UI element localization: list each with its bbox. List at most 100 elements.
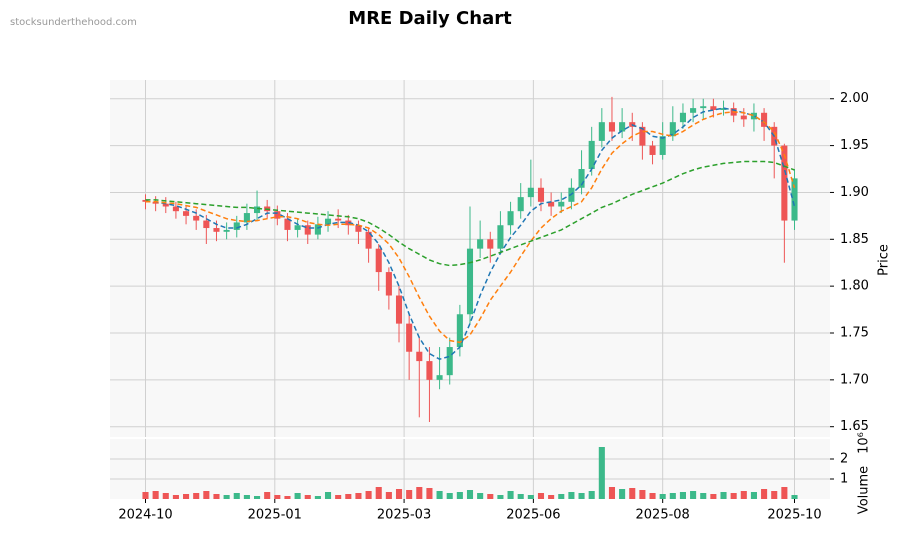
volume-bar — [629, 488, 636, 499]
volume-bar — [740, 491, 747, 499]
volume-bar — [679, 492, 686, 499]
candle-body — [365, 231, 372, 249]
candle-body — [548, 201, 555, 207]
volume-bar — [710, 494, 717, 499]
volume-bar — [365, 491, 372, 499]
candle-body — [335, 218, 342, 221]
candle-body — [608, 122, 616, 132]
y-tick-label: 1.80 — [840, 279, 869, 294]
y-axis-label: Price — [877, 244, 892, 276]
y-tick-label: 1.90 — [840, 185, 869, 200]
volume-bar — [436, 491, 443, 499]
volume-bar — [497, 495, 504, 499]
candle-body — [304, 225, 311, 235]
candle-body — [324, 218, 332, 225]
candle-body — [243, 213, 250, 223]
candle-body — [781, 145, 788, 221]
candle-body — [193, 215, 200, 221]
candle-body — [142, 199, 149, 202]
candle-body — [639, 126, 646, 146]
volume-bar — [152, 491, 159, 499]
y2-tick-label: 1 — [840, 472, 848, 487]
volume-bar — [649, 493, 656, 499]
volume-bar — [588, 491, 595, 499]
volume-bar — [345, 494, 352, 499]
candle-body — [690, 108, 697, 113]
y-tick-label: 1.85 — [840, 232, 869, 247]
candle-body — [162, 203, 169, 207]
candle-body — [223, 229, 230, 232]
y-tick-label: 2.00 — [840, 91, 869, 106]
volume-bar — [254, 496, 261, 499]
volume-bar — [213, 494, 220, 499]
candle-body — [254, 206, 261, 214]
volume-bar — [406, 490, 413, 499]
volume-bar — [294, 493, 301, 499]
volume-bar — [771, 491, 778, 499]
x-tick-label: 2025-01 — [248, 508, 302, 523]
volume-bar — [548, 495, 555, 499]
volume-bar — [507, 491, 514, 499]
candle-body — [537, 187, 545, 202]
candle-body — [385, 272, 392, 296]
volume-bar — [578, 493, 585, 499]
volume-bar — [142, 492, 149, 499]
volume-bar — [466, 490, 474, 499]
volume-bar — [619, 489, 626, 499]
candle-body — [436, 375, 443, 380]
volume-bar — [639, 490, 646, 499]
candle-body — [598, 122, 605, 141]
candle-body — [497, 225, 504, 249]
volume-bar — [537, 493, 545, 499]
candle-body — [233, 222, 240, 230]
candle-body — [466, 248, 474, 315]
candle-body — [213, 228, 220, 232]
volume-panel — [110, 439, 830, 499]
watermark: stocksunderthehood.com — [10, 17, 137, 28]
candle-body — [203, 220, 210, 229]
volume-bar — [517, 494, 524, 499]
candle-body — [487, 239, 494, 249]
volume-bar — [162, 493, 169, 499]
candle-body — [761, 112, 768, 127]
candle-body — [507, 211, 514, 226]
volume-bar — [750, 492, 757, 499]
candle-body — [314, 224, 321, 235]
x-tick-label: 2025-06 — [506, 508, 560, 523]
candle-body — [659, 136, 666, 155]
candle-body — [649, 145, 656, 155]
volume-scale: 10⁶ — [857, 432, 872, 454]
candle-body — [355, 225, 362, 232]
candle-body — [679, 112, 686, 123]
candle-body — [669, 122, 676, 137]
volume-bar — [730, 493, 737, 499]
candle-body — [791, 178, 798, 221]
x-tick-label: 2025-10 — [767, 508, 821, 523]
chart-title: MRE Daily Chart — [348, 8, 512, 29]
volume-bar — [700, 493, 707, 499]
volume-bar — [375, 487, 382, 499]
candle-body — [152, 201, 159, 204]
candle-body — [294, 225, 301, 230]
candle-body — [375, 248, 382, 273]
candle-body — [183, 211, 190, 216]
volume-bar — [233, 493, 240, 499]
y-tick-label: 1.65 — [840, 419, 869, 434]
y2-tick-label: 2 — [840, 452, 848, 467]
volume-bar — [527, 495, 534, 499]
y-tick-label: 1.95 — [840, 138, 869, 153]
volume-bar — [284, 496, 291, 499]
volume-bar — [791, 495, 798, 499]
volume-bar — [193, 493, 200, 499]
candle-body — [700, 106, 707, 109]
candle-body — [426, 361, 433, 380]
candle-body — [284, 218, 291, 230]
candle-body — [750, 112, 757, 120]
volume-bar — [172, 495, 179, 499]
volume-bar — [304, 495, 311, 499]
volume-bar — [598, 447, 605, 499]
candle-body — [558, 201, 565, 207]
volume-bar — [477, 493, 484, 499]
candle-body — [720, 108, 727, 110]
